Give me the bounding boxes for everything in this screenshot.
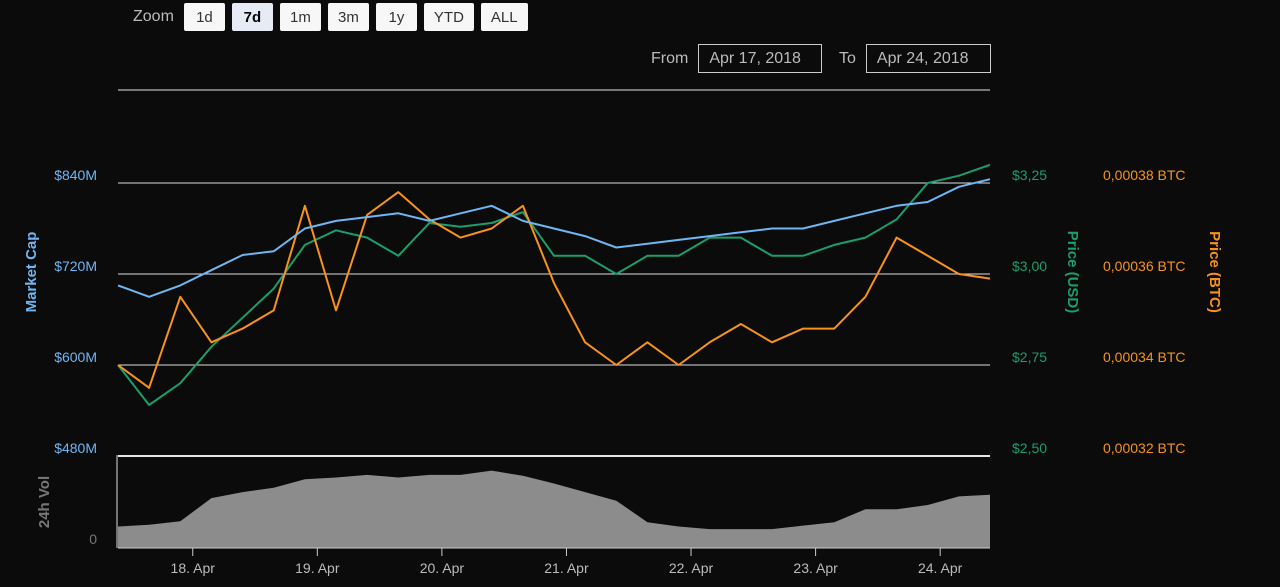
zoom-button-3m[interactable]: 3m [327,3,369,31]
price-usd-tick-label: $2,75 [1012,349,1047,365]
price-btc-axis-title: Price (BTC) [1206,231,1223,313]
market-cap-tick-label: $720M [54,258,97,274]
price-btc-tick-label: 0,00032 BTC [1103,440,1186,456]
price-btc-axis: 0,00038 BTC 0,00036 BTC 0,00034 BTC 0,00032… [1103,167,1186,456]
series-lines [117,163,991,406]
market-cap-axis-title: Market Cap [23,232,40,313]
x-tick-label: 20. Apr [420,560,465,576]
from-label: From [651,49,689,67]
x-axis: 18. Apr 19. Apr 20. Apr 21. Apr 22. Apr 23. A… [118,547,990,576]
volume-area: 0 [89,455,990,548]
market-cap-axis: $840M $720M $600M $480M [54,167,97,456]
zoom-bar: Zoom 1d 7d 1m 3m 1y YTD ALL [133,3,535,31]
x-tick-label: 22. Apr [669,560,714,576]
price-btc-tick-label: 0,00036 BTC [1103,258,1186,274]
volume-area-shape [118,470,990,548]
grid-lines [118,182,990,457]
range-to: To Apr 24, 2018 [839,44,991,73]
price-usd-axis-title: Price (USD) [1064,231,1081,314]
market-cap-tick-label: $480M [54,440,97,456]
zoom-button-all[interactable]: ALL [480,3,528,31]
x-tick-label: 21. Apr [544,560,589,576]
zoom-label: Zoom [133,8,174,25]
to-date-input[interactable]: Apr 24, 2018 [865,44,991,73]
zoom-button-ytd[interactable]: YTD [423,3,474,31]
volume-tick-label: 0 [89,531,97,547]
market-cap-tick-label: $600M [54,349,97,365]
x-tick-label: 24. Apr [918,560,963,576]
market-cap-line [117,178,991,298]
market-cap-tick-label: $840M [54,167,97,183]
zoom-button-7d[interactable]: 7d [231,3,273,31]
price-usd-tick-label: $2,50 [1012,440,1047,456]
price-btc-tick-label: 0,00034 BTC [1103,349,1186,365]
to-label: To [839,49,856,67]
zoom-buttons: 1d 7d 1m 3m 1y YTD ALL [183,3,535,31]
x-tick-label: 23. Apr [793,560,838,576]
from-date-input[interactable]: Apr 17, 2018 [698,44,823,73]
price-usd-tick-label: $3,00 [1012,258,1047,274]
range-from: From Apr 17, 2018 [651,44,823,73]
price-btc-line [117,191,991,389]
price-usd-tick-label: $3,25 [1012,167,1047,183]
zoom-button-1d[interactable]: 1d [183,3,225,31]
price-usd-axis: $3,25 $3,00 $2,75 $2,50 [1012,167,1047,456]
zoom-button-1m[interactable]: 1m [279,3,321,31]
x-tick-label: 18. Apr [171,560,216,576]
price-btc-tick-label: 0,00038 BTC [1103,167,1186,183]
x-tick-label: 19. Apr [295,560,340,576]
volume-axis-title: 24h Vol [36,476,53,528]
zoom-button-1y[interactable]: 1y [375,3,417,31]
